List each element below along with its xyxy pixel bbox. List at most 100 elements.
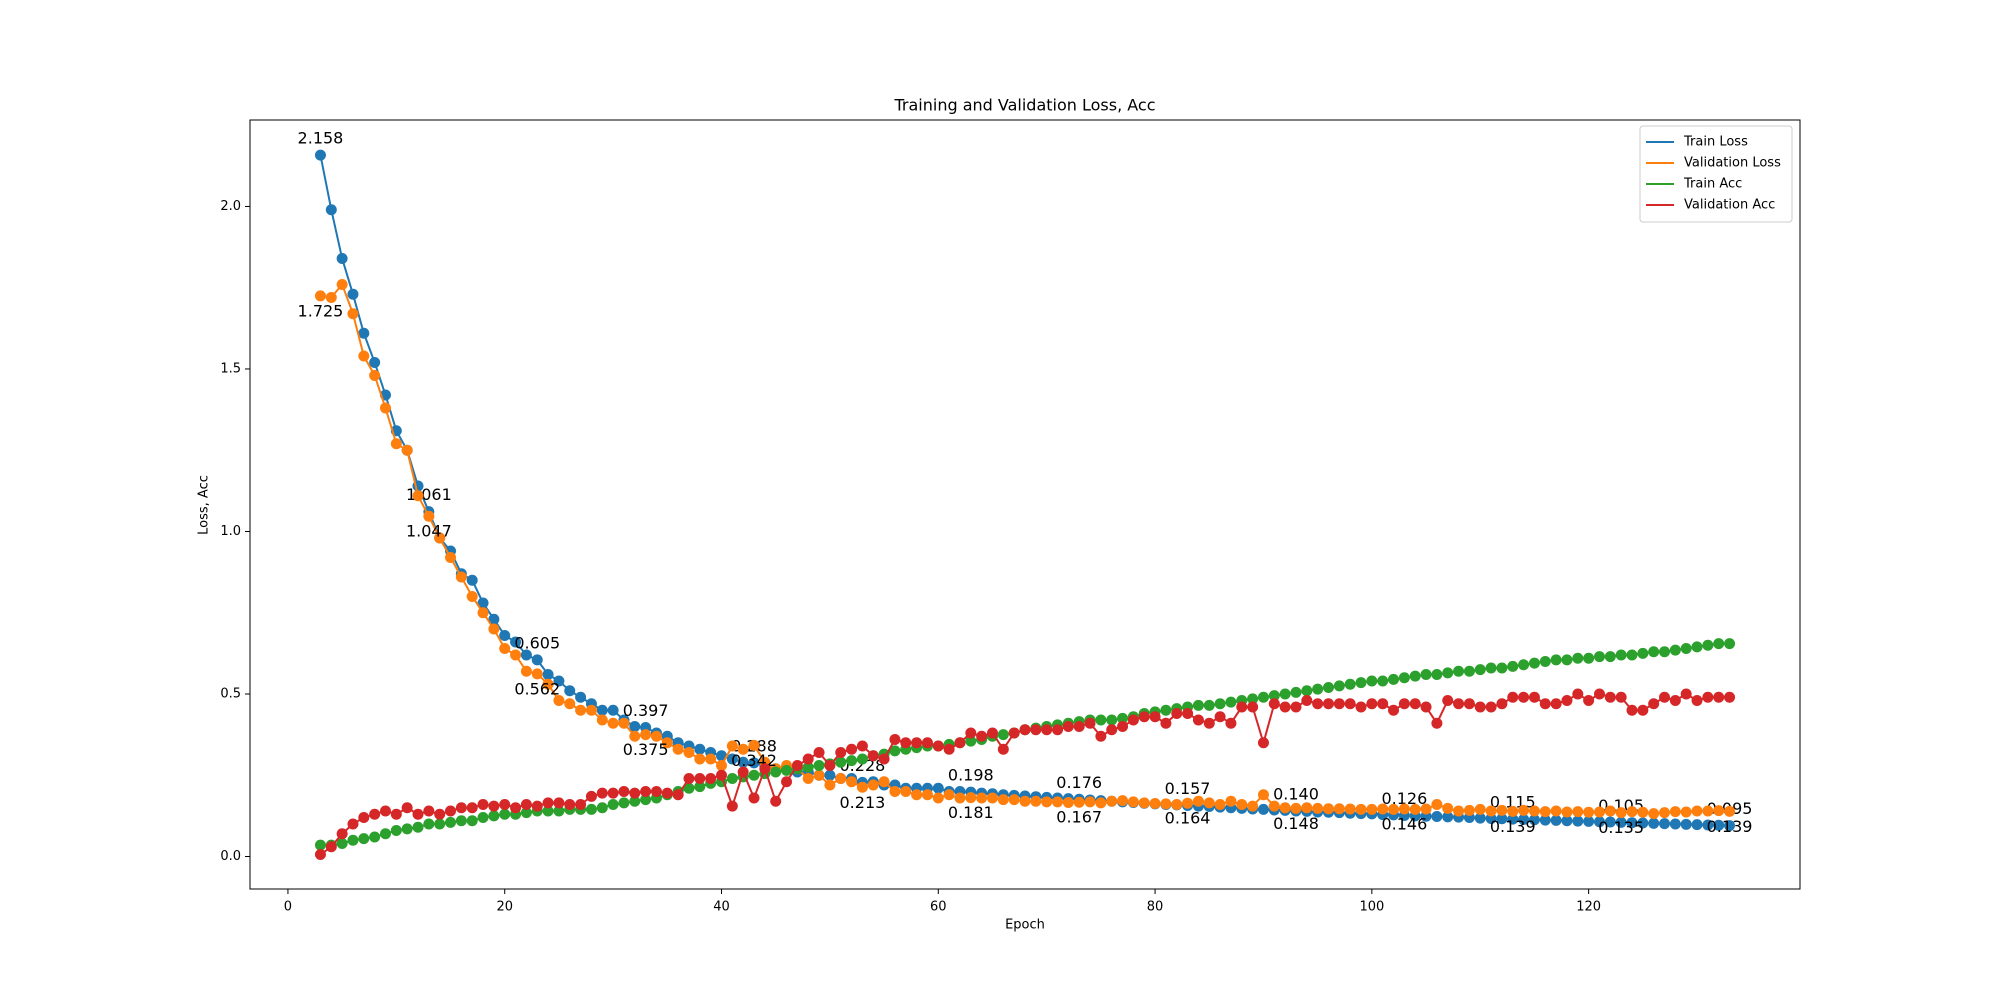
data-point bbox=[1691, 819, 1703, 831]
data-point bbox=[1453, 698, 1465, 710]
data-point bbox=[596, 714, 608, 726]
data-point bbox=[1192, 699, 1204, 711]
data-point bbox=[1680, 642, 1692, 654]
data-point bbox=[477, 798, 489, 810]
data-point bbox=[1192, 714, 1204, 726]
data-point bbox=[835, 772, 847, 784]
data-point bbox=[401, 823, 413, 835]
data-point bbox=[835, 746, 847, 758]
data-point bbox=[1507, 813, 1519, 825]
legend-label: Train Loss bbox=[1683, 135, 1748, 150]
data-point bbox=[1485, 662, 1497, 674]
data-point bbox=[607, 787, 619, 799]
data-point bbox=[791, 759, 803, 771]
data-point bbox=[1225, 696, 1237, 708]
data-point bbox=[1290, 686, 1302, 698]
data-point bbox=[1626, 704, 1638, 716]
data-point bbox=[650, 730, 662, 742]
data-point bbox=[1550, 814, 1562, 826]
data-point bbox=[997, 794, 1009, 806]
data-point bbox=[1637, 817, 1649, 829]
data-point bbox=[1615, 816, 1627, 828]
data-point bbox=[423, 818, 435, 830]
y-tick-label: 1.5 bbox=[220, 361, 241, 376]
data-point bbox=[1474, 664, 1486, 676]
data-point bbox=[1171, 798, 1183, 810]
data-point bbox=[499, 629, 511, 641]
data-point bbox=[1019, 724, 1031, 736]
data-point bbox=[1539, 814, 1551, 826]
data-point bbox=[943, 743, 955, 755]
data-point bbox=[434, 532, 446, 544]
data-point bbox=[1713, 805, 1725, 817]
data-point bbox=[1604, 805, 1616, 817]
data-point bbox=[1518, 659, 1530, 671]
data-point bbox=[1485, 805, 1497, 817]
data-point bbox=[1528, 691, 1540, 703]
data-point bbox=[1279, 701, 1291, 713]
data-label: 0.164 bbox=[1165, 809, 1211, 828]
data-point bbox=[1106, 724, 1118, 736]
data-point bbox=[1626, 649, 1638, 661]
data-point bbox=[575, 704, 587, 716]
data-point bbox=[748, 757, 760, 769]
y-tick-label: 0.5 bbox=[220, 686, 241, 701]
data-point bbox=[369, 369, 381, 381]
data-point bbox=[1724, 820, 1736, 832]
data-point bbox=[1257, 737, 1269, 749]
data-point bbox=[932, 792, 944, 804]
data-point bbox=[824, 779, 836, 791]
data-point bbox=[802, 761, 814, 773]
data-point bbox=[553, 694, 565, 706]
legend-label: Validation Loss bbox=[1684, 156, 1781, 171]
data-point bbox=[921, 789, 933, 801]
data-point bbox=[1518, 813, 1530, 825]
data-point bbox=[867, 750, 879, 762]
data-point bbox=[1106, 714, 1118, 726]
x-tick-label: 0 bbox=[284, 900, 292, 915]
data-point bbox=[1637, 647, 1649, 659]
data-point bbox=[1648, 808, 1660, 820]
data-point bbox=[640, 785, 652, 797]
data-point bbox=[716, 769, 728, 781]
data-point bbox=[1463, 698, 1475, 710]
data-point bbox=[737, 756, 749, 768]
data-point bbox=[1680, 818, 1692, 830]
x-tick-label: 60 bbox=[930, 900, 947, 915]
data-point bbox=[520, 798, 532, 810]
data-point bbox=[1561, 806, 1573, 818]
data-point bbox=[1463, 804, 1475, 816]
data-point bbox=[455, 815, 467, 827]
data-point bbox=[542, 797, 554, 809]
x-tick-label: 80 bbox=[1147, 900, 1164, 915]
data-point bbox=[607, 717, 619, 729]
data-point bbox=[1680, 806, 1692, 818]
data-point bbox=[1669, 818, 1681, 830]
data-point bbox=[585, 790, 597, 802]
y-axis-label: Loss, Acc bbox=[197, 475, 212, 535]
data-point bbox=[640, 729, 652, 741]
data-point bbox=[1442, 802, 1454, 814]
data-point bbox=[488, 613, 500, 625]
data-point bbox=[694, 781, 706, 793]
data-point bbox=[629, 730, 641, 742]
data-point bbox=[1268, 800, 1280, 812]
data-point bbox=[423, 805, 435, 817]
data-point bbox=[325, 291, 337, 303]
data-label: 0.198 bbox=[948, 766, 994, 785]
y-tick-label: 1.0 bbox=[220, 524, 241, 539]
data-point bbox=[347, 288, 359, 300]
data-point bbox=[1453, 665, 1465, 677]
data-point bbox=[1518, 691, 1530, 703]
data-point bbox=[358, 327, 370, 339]
data-point bbox=[1366, 803, 1378, 815]
data-point bbox=[336, 252, 348, 264]
data-point bbox=[1669, 694, 1681, 706]
data-point bbox=[1182, 797, 1194, 809]
data-point bbox=[1160, 798, 1172, 810]
data-point bbox=[575, 691, 587, 703]
data-point bbox=[965, 727, 977, 739]
data-point bbox=[672, 743, 684, 755]
data-label: 0.139 bbox=[1707, 817, 1753, 836]
